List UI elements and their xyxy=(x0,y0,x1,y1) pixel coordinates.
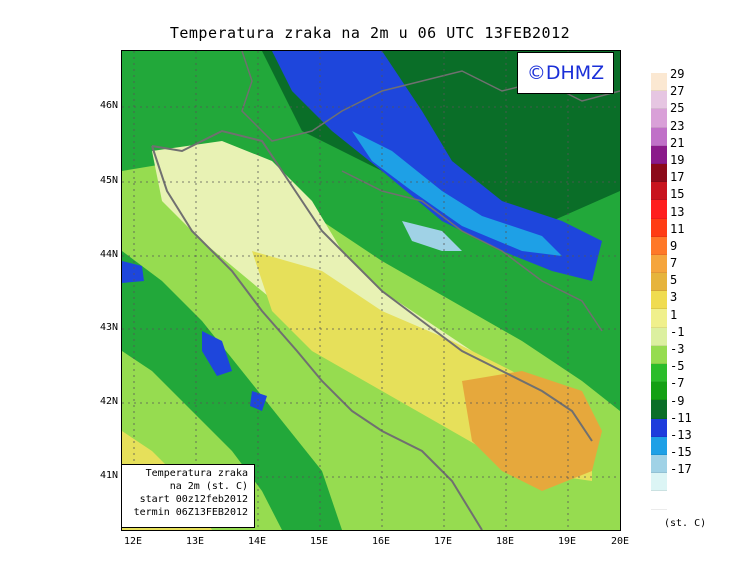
legend-swatch xyxy=(651,345,667,364)
cold-spot-west xyxy=(122,261,144,283)
info-line-4: termin 06Z13FEB2012 xyxy=(133,507,248,518)
coastline-italy xyxy=(151,145,483,530)
legend-swatch xyxy=(651,418,667,437)
legend-labels: 29 27 25 23 21 19 17 15 13 11 9 7 5 3 1 -1 -3 -5 -7 -9 -11 -1… xyxy=(670,66,692,479)
lon-label-12: 12E xyxy=(123,536,143,547)
legend-swatch xyxy=(651,182,667,201)
lat-label-44: 44N xyxy=(99,249,118,260)
info-line-1: Temperatura zraka xyxy=(145,468,248,479)
legend-swatch xyxy=(651,145,667,164)
legend-label: -11 xyxy=(670,410,692,425)
legend-swatch xyxy=(651,236,667,255)
coastline-east xyxy=(151,129,593,442)
lon-label-14: 14E xyxy=(247,536,267,547)
legend-label: 25 xyxy=(670,101,685,116)
legend-label: 19 xyxy=(670,152,685,167)
legend-label: 1 xyxy=(670,307,678,322)
very-cold-patch xyxy=(402,221,462,251)
legend-label: 9 xyxy=(670,238,678,253)
legend-swatch xyxy=(651,473,667,492)
color-legend xyxy=(651,73,667,510)
legend-swatch xyxy=(651,73,667,92)
lon-label-13: 13E xyxy=(185,536,205,547)
mid-blue-band xyxy=(352,131,562,256)
legend-swatch xyxy=(651,491,667,510)
map-title: Temperatura zraka na 2m u 06 UTC 13FEB20… xyxy=(169,24,571,42)
legend-swatch xyxy=(651,91,667,110)
legend-label: 21 xyxy=(670,135,685,150)
legend-swatch xyxy=(651,127,667,146)
grid-lines xyxy=(122,51,620,530)
legend-label: 11 xyxy=(670,221,685,236)
lon-label-20: 20E xyxy=(610,536,630,547)
legend-label: -17 xyxy=(670,462,692,477)
legend-swatch xyxy=(651,163,667,183)
info-line-3: start 00z12feb2012 xyxy=(139,494,248,505)
lat-label-43: 43N xyxy=(99,322,118,333)
legend-swatch xyxy=(651,382,667,401)
legend-label: 5 xyxy=(670,273,678,288)
legend-swatch xyxy=(651,436,667,455)
cold-blue-band xyxy=(272,51,602,281)
border-bosnia xyxy=(341,170,603,332)
legend-label: -5 xyxy=(670,359,685,374)
lat-label-42: 42N xyxy=(99,396,118,407)
legend-swatch xyxy=(651,364,667,383)
legend-label: -1 xyxy=(670,324,685,339)
legend-label: -7 xyxy=(670,376,685,391)
legend-swatch xyxy=(651,291,667,310)
cold-spot-south xyxy=(250,391,267,411)
info-line-2: na 2m (st. C) xyxy=(169,481,248,492)
cold-spot-abruzzo xyxy=(202,331,232,376)
legend-swatch xyxy=(651,327,667,346)
legend-label: -13 xyxy=(670,427,692,442)
dhmz-logo: ©DHMZ xyxy=(517,52,614,94)
legend-label: 13 xyxy=(670,204,685,219)
lat-label-41: 41N xyxy=(99,470,118,481)
legend-swatch xyxy=(651,218,667,237)
legend-swatch xyxy=(651,254,667,274)
legend-label: -9 xyxy=(670,393,685,408)
legend-label: 3 xyxy=(670,290,678,305)
orange-sea-area xyxy=(462,371,602,491)
info-box: Temperatura zraka na 2m (st. C) start 00… xyxy=(121,464,255,528)
temperature-map xyxy=(121,50,621,531)
legend-unit: (st. C) xyxy=(664,518,707,529)
legend-label: 17 xyxy=(670,170,685,185)
legend-label: -15 xyxy=(670,445,692,460)
legend-label: -3 xyxy=(670,342,685,356)
map-canvas xyxy=(122,51,620,530)
lon-label-16: 16E xyxy=(371,536,391,547)
lon-label-18: 18E xyxy=(495,536,515,547)
legend-swatch xyxy=(651,273,667,292)
legend-label: 7 xyxy=(670,256,678,271)
legend-swatch xyxy=(651,109,667,128)
lon-label-19: 19E xyxy=(557,536,577,547)
legend-label: 23 xyxy=(670,118,685,133)
lon-label-17: 17E xyxy=(433,536,453,547)
legend-swatch xyxy=(651,309,667,328)
lon-label-15: 15E xyxy=(309,536,329,547)
lat-label-46: 46N xyxy=(99,100,118,111)
legend-label: 27 xyxy=(670,84,685,99)
legend-swatch xyxy=(651,454,667,474)
legend-swatch xyxy=(651,400,667,419)
legend-swatch xyxy=(651,200,667,219)
legend-label: 29 xyxy=(670,67,685,81)
lat-label-45: 45N xyxy=(99,175,118,186)
legend-label: 15 xyxy=(670,187,685,202)
